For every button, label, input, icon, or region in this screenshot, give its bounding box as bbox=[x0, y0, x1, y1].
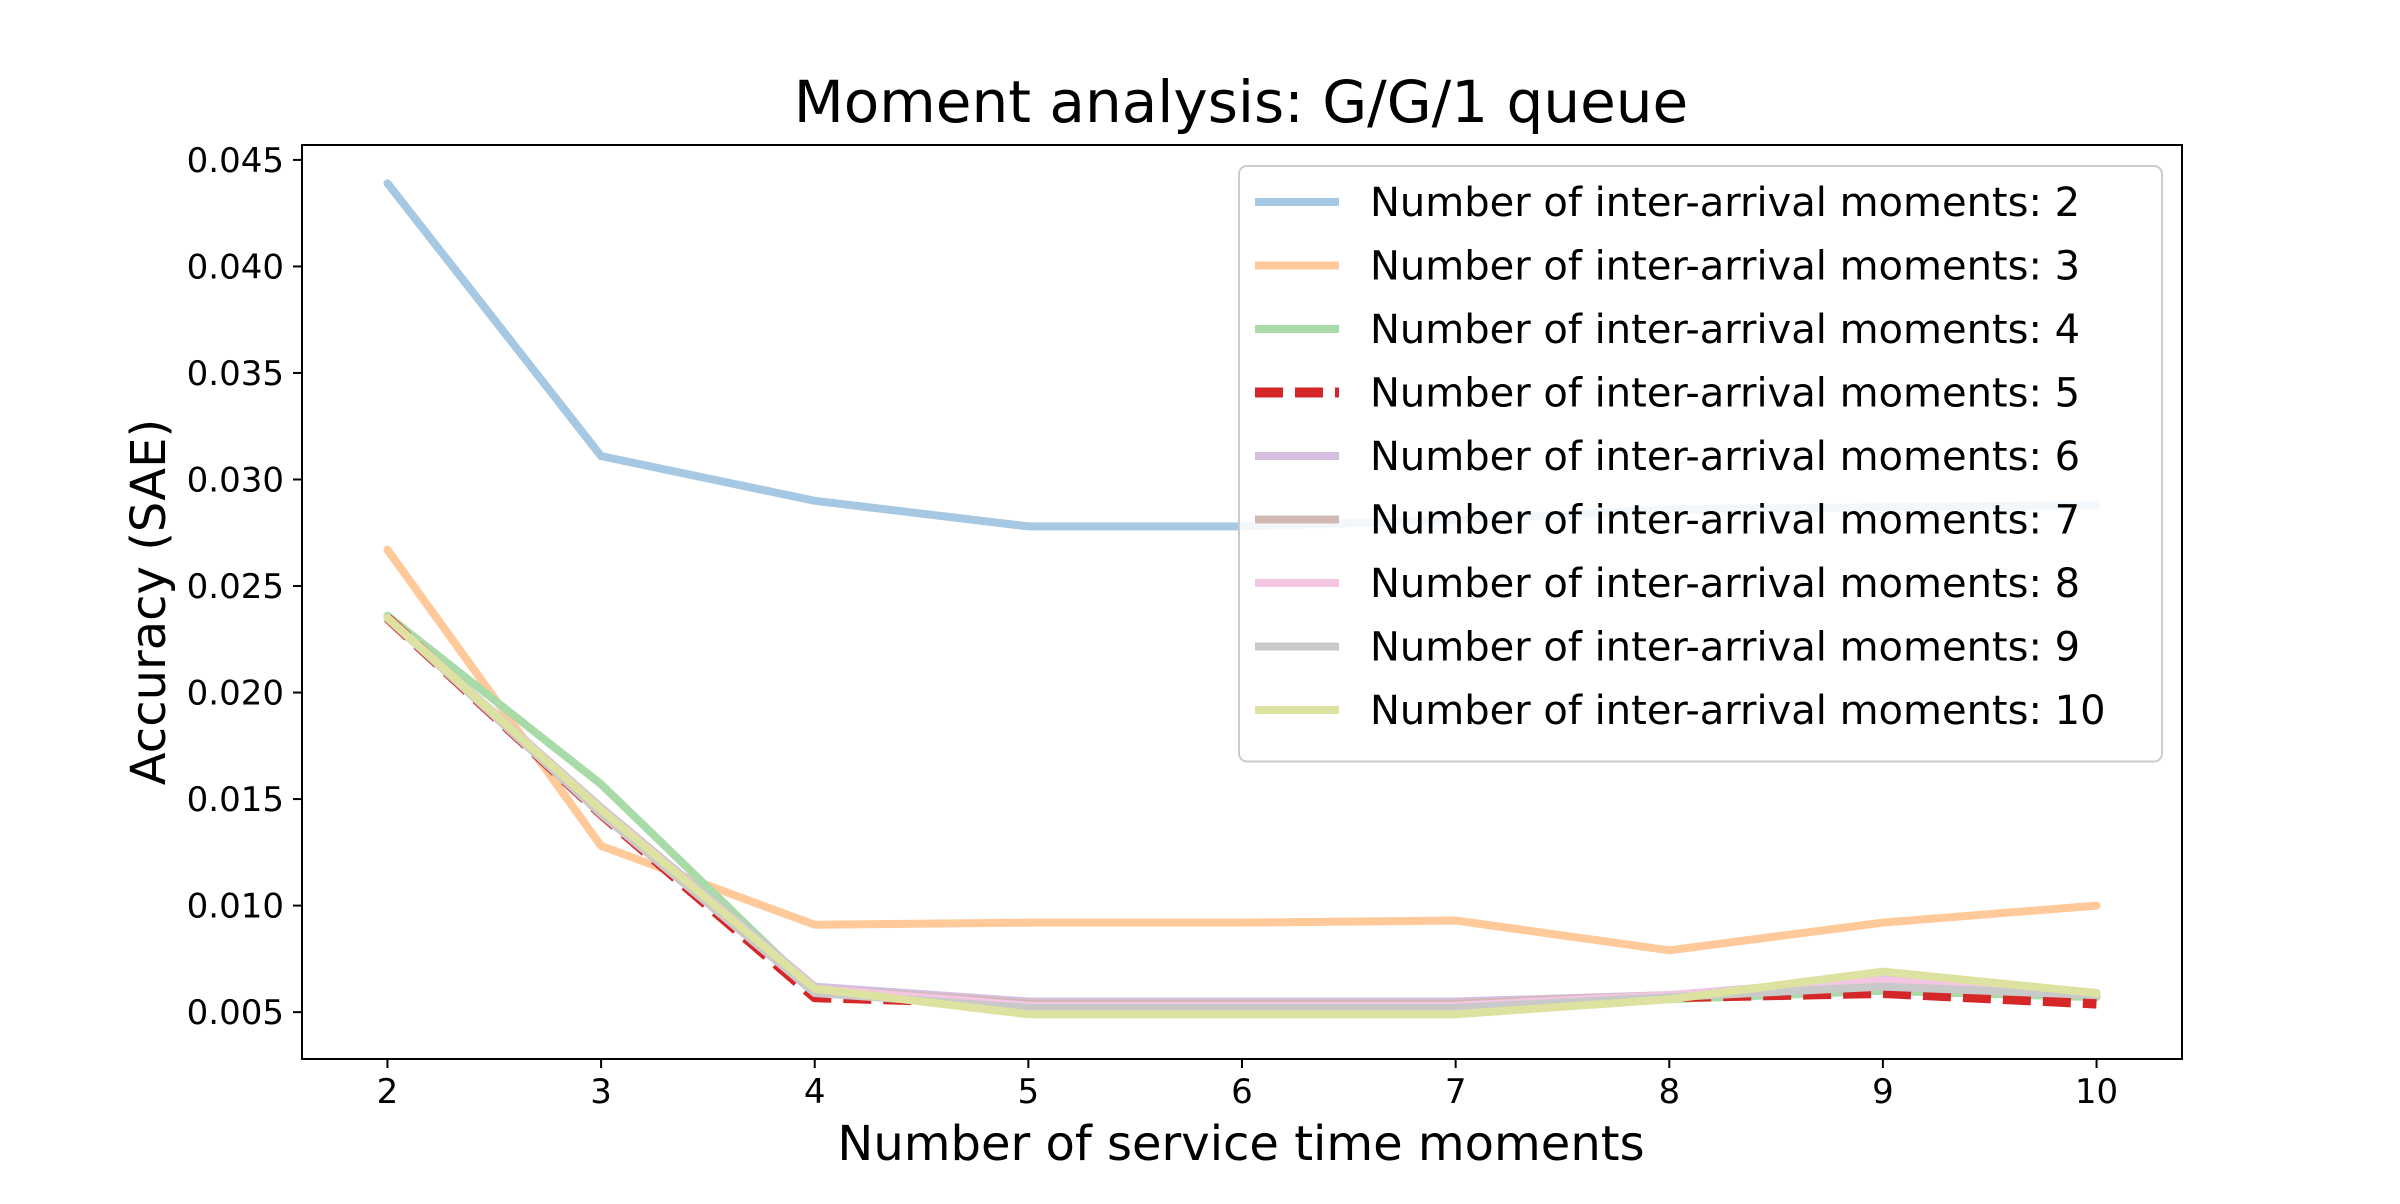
series-line-9 bbox=[383, 614, 2101, 1019]
y-tick-label: 0.005 bbox=[187, 993, 284, 1033]
x-tick-label: 3 bbox=[590, 1072, 612, 1112]
y-tick-label: 0.035 bbox=[187, 354, 284, 394]
x-tick-label: 7 bbox=[1445, 1072, 1467, 1112]
legend-label-1: Number of inter-arrival moments: 2 bbox=[1370, 180, 2080, 226]
y-tick-label: 0.015 bbox=[187, 780, 284, 820]
x-tick-label: 6 bbox=[1231, 1072, 1253, 1112]
y-tick-label: 0.030 bbox=[187, 460, 284, 500]
legend-label-9: Number of inter-arrival moments: 10 bbox=[1370, 688, 2106, 734]
legend-label-5: Number of inter-arrival moments: 6 bbox=[1370, 434, 2080, 480]
y-tick-label: 0.010 bbox=[187, 887, 284, 927]
x-tick-label: 5 bbox=[1018, 1072, 1040, 1112]
axes-layer: 2 3 4 5 6 7 8 9 10 0.005 0.010 0.015 0.020 0.025 0.030… bbox=[187, 141, 2183, 1112]
y-axis-label: Accuracy (SAE) bbox=[121, 419, 177, 785]
x-tick-label: 9 bbox=[1872, 1072, 1894, 1112]
x-axis-label: Number of service time moments bbox=[837, 1116, 1644, 1172]
legend-label-2: Number of inter-arrival moments: 3 bbox=[1370, 244, 2080, 290]
legend: Number of inter-arrival moments: 2 Number… bbox=[1238, 165, 2163, 763]
legend-label-4: Number of inter-arrival moments: 5 bbox=[1370, 371, 2080, 417]
legend-label-8: Number of inter-arrival moments: 9 bbox=[1370, 625, 2080, 671]
x-tick-label: 10 bbox=[2075, 1072, 2118, 1112]
y-tick-label: 0.025 bbox=[187, 567, 284, 607]
x-tick-label: 8 bbox=[1658, 1072, 1680, 1112]
legend-label-6: Number of inter-arrival moments: 7 bbox=[1370, 498, 2080, 544]
legend-label-3: Number of inter-arrival moments: 4 bbox=[1370, 307, 2080, 353]
legend-label-7: Number of inter-arrival moments: 8 bbox=[1370, 561, 2080, 607]
chart-title: Moment analysis: G/G/1 queue bbox=[794, 68, 1688, 136]
y-tick-label: 0.040 bbox=[187, 247, 284, 287]
x-tick-label: 2 bbox=[377, 1072, 399, 1112]
y-tick-label: 0.020 bbox=[187, 674, 284, 714]
y-tick-label: 0.045 bbox=[187, 141, 284, 181]
x-tick-label: 4 bbox=[804, 1072, 826, 1112]
series-layer bbox=[383, 179, 2101, 1019]
legend-box bbox=[1238, 165, 2163, 763]
